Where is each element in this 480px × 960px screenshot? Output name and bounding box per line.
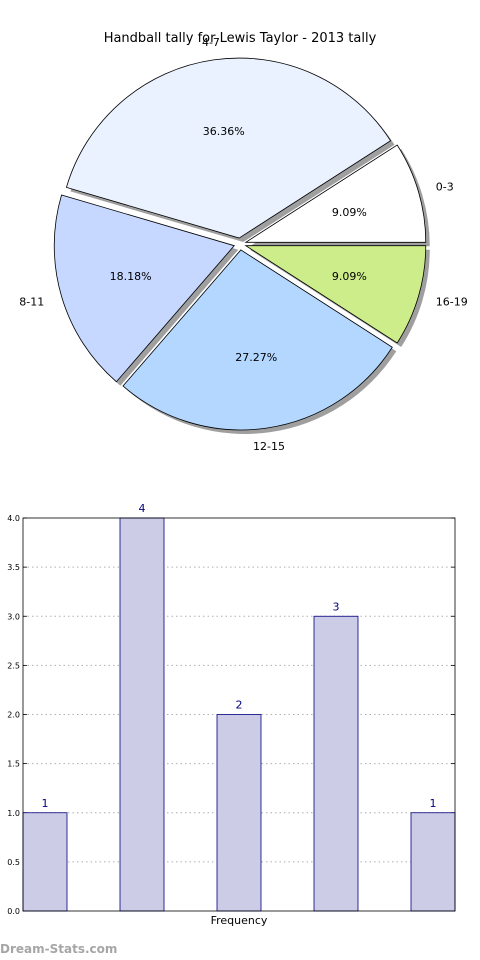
- pie-percent-label: 9.09%: [332, 270, 367, 283]
- y-tick-label: 1.0: [7, 809, 20, 818]
- pie-category-label: 0-3: [436, 181, 454, 194]
- pie-percent-label: 18.18%: [110, 270, 152, 283]
- y-tick-label: 0.5: [7, 858, 20, 867]
- bar-4-7: [119, 517, 165, 912]
- bar-value-label: 1: [42, 797, 49, 810]
- bar-value-label: 4: [139, 502, 146, 515]
- y-tick-label: 2.5: [7, 661, 20, 670]
- bar-0-3: [22, 812, 68, 912]
- y-tick-label: 2.0: [7, 711, 20, 720]
- pie-slice-12-15: [122, 249, 393, 431]
- pie-category-label: 16-19: [436, 295, 468, 308]
- pie-slice-8-11: [53, 194, 235, 383]
- pie-title: Handball tally for Lewis Taylor - 2013 t…: [103, 31, 377, 46]
- pie-category-label: 8-11: [19, 295, 44, 308]
- pie-slice-4-7: [65, 57, 392, 239]
- bar-16-19: [410, 812, 456, 912]
- y-tick-label: 0.0: [7, 907, 20, 916]
- pie-percent-label: 9.09%: [332, 206, 367, 219]
- bar-chart: 0.0 0.5 1.0 1.5 2.0 2.5 3.0 3.5 4.0 1 4 2 3 1 Frequenc…: [0, 502, 456, 927]
- bar-value-label: 1: [430, 797, 437, 810]
- pie-slice-0-3: [244, 144, 427, 243]
- y-tick-label: 1.5: [7, 760, 20, 769]
- x-axis-label: Frequency: [211, 914, 268, 927]
- bar-12-15: [313, 615, 359, 912]
- bar-value-label: 3: [333, 600, 340, 613]
- y-tick-label: 4.0: [7, 514, 20, 523]
- y-tick-label: 3.5: [7, 563, 20, 572]
- pie-slice-16-19: [244, 245, 427, 344]
- bar-8-11: [216, 714, 262, 912]
- pie-percent-label: 27.27%: [235, 351, 277, 364]
- y-axis-label: Stat Intervals: [0, 677, 7, 751]
- watermark: Dream-Stats.com: [0, 942, 118, 956]
- y-tick-label: 3.0: [7, 612, 20, 621]
- plot-frame: [22, 517, 456, 912]
- pie-category-label: 4-7: [202, 36, 220, 49]
- pie-percent-label: 36.36%: [203, 125, 245, 138]
- pie-category-label: 12-15: [253, 440, 285, 453]
- pie-chart: 9.09% 0-3 36.36% 4-7 18.18% 8-11 27.27% 12-15 9.…: [19, 36, 467, 453]
- bar-value-label: 2: [236, 699, 243, 712]
